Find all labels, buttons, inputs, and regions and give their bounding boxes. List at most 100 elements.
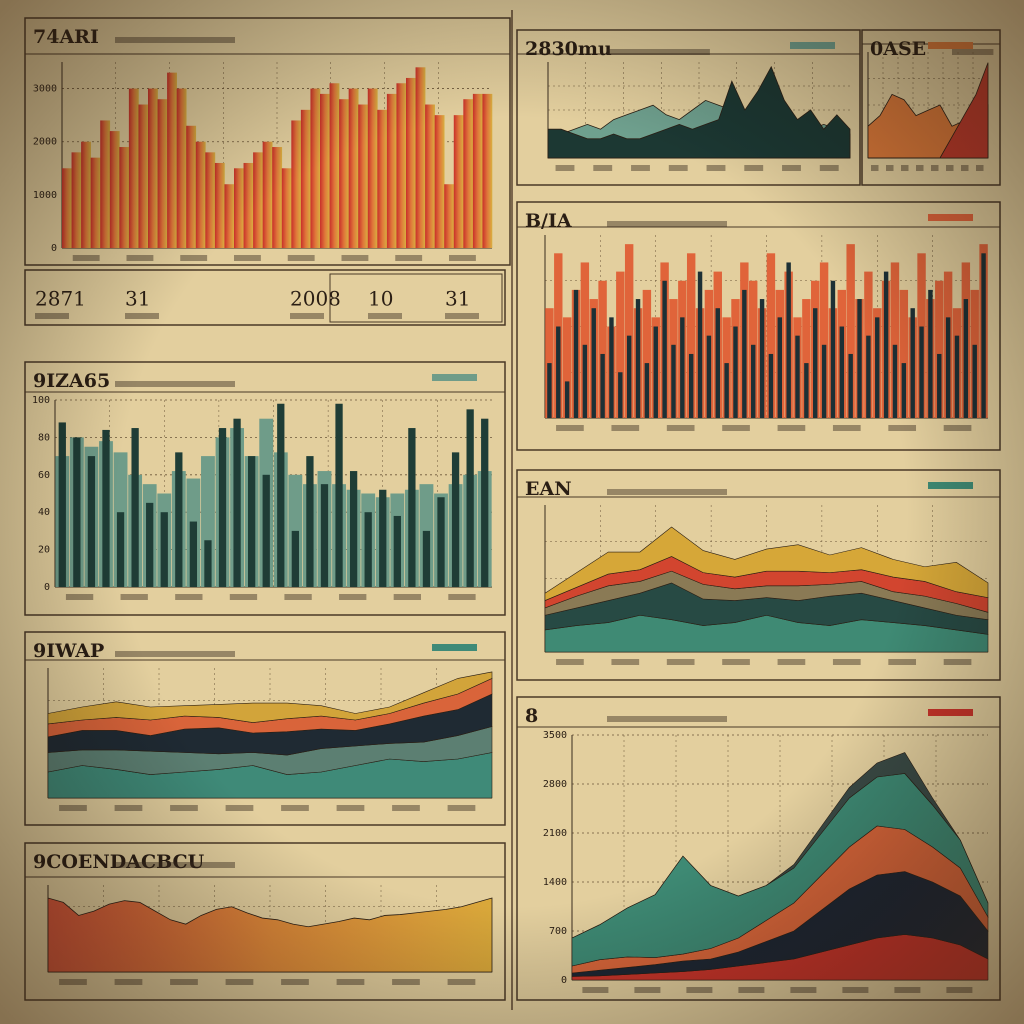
faded-text — [819, 165, 839, 171]
bar — [214, 162, 225, 248]
faded-text — [120, 594, 148, 600]
bar — [109, 131, 120, 248]
bar — [131, 428, 139, 587]
faded-text — [607, 221, 727, 227]
faded-text — [706, 165, 726, 171]
chart-title: 2830mu — [525, 38, 612, 60]
bar — [320, 93, 330, 248]
bar — [176, 88, 187, 248]
faded-text — [634, 987, 661, 993]
bar — [653, 326, 658, 418]
faded-text — [888, 425, 917, 431]
faded-text — [782, 165, 801, 171]
faded-text — [668, 165, 688, 171]
bar — [204, 540, 212, 587]
bar — [364, 512, 372, 587]
y-tick-label: 20 — [38, 545, 50, 556]
bar — [644, 363, 650, 418]
bar — [406, 77, 416, 248]
y-tick-label: 3500 — [543, 730, 567, 741]
bar — [262, 474, 270, 587]
bar — [777, 317, 783, 418]
bar — [281, 168, 292, 248]
bar — [591, 308, 596, 418]
bar — [786, 262, 791, 418]
faded-text — [59, 805, 87, 811]
faded-text — [607, 49, 710, 55]
faded-text — [777, 425, 806, 431]
bar — [218, 428, 227, 587]
bar — [234, 168, 244, 248]
bar — [408, 428, 416, 587]
faded-text — [339, 594, 367, 600]
stat-value: 2008 — [290, 287, 341, 311]
bar — [422, 530, 431, 587]
y-tick-label: 2000 — [33, 137, 57, 148]
bar — [62, 168, 72, 248]
bar — [750, 344, 756, 418]
faded-text — [449, 255, 476, 261]
faded-text — [395, 255, 423, 261]
bar — [901, 363, 907, 418]
faded-text — [115, 37, 235, 43]
faded-text — [790, 987, 817, 993]
bar — [358, 104, 369, 248]
bar — [883, 271, 889, 418]
faded-text — [738, 987, 765, 993]
faded-text — [832, 659, 861, 665]
bar — [90, 157, 101, 248]
faded-text — [287, 255, 315, 261]
faded-text — [894, 987, 921, 993]
faded-text — [115, 862, 235, 868]
bar — [335, 403, 343, 587]
y-tick-label: 100 — [32, 395, 50, 406]
y-tick-label: 700 — [549, 926, 567, 937]
bar — [310, 88, 321, 248]
bar — [300, 109, 311, 248]
bar — [437, 497, 445, 587]
legend-swatch — [790, 42, 835, 49]
faded-text — [392, 805, 420, 811]
bar — [233, 418, 241, 587]
bar — [425, 104, 435, 248]
faded-text — [448, 594, 476, 600]
bar — [892, 344, 898, 418]
faded-text — [170, 979, 198, 985]
bar — [759, 299, 765, 418]
bar — [609, 317, 614, 418]
faded-text — [281, 805, 309, 811]
faded-text — [290, 313, 324, 319]
y-tick-label: 0 — [51, 243, 57, 254]
bar — [564, 381, 570, 418]
faded-text — [888, 659, 917, 665]
bar — [148, 88, 158, 248]
bar — [396, 83, 407, 248]
faded-text — [114, 805, 143, 811]
faded-text — [556, 425, 584, 431]
bar — [671, 344, 676, 418]
faded-text — [722, 425, 750, 431]
bar — [320, 484, 329, 587]
faded-text — [175, 594, 203, 600]
chart-title: 0ASE — [870, 38, 926, 60]
faded-text — [611, 425, 640, 431]
bar — [73, 437, 81, 587]
chart-title: B/IA — [525, 210, 572, 232]
faded-text — [393, 594, 421, 600]
bar — [339, 99, 349, 248]
chart-title: 9IWAP — [33, 640, 104, 662]
faded-text — [555, 165, 575, 171]
faded-text — [886, 165, 894, 171]
bar — [697, 271, 703, 418]
bar — [472, 93, 483, 248]
faded-text — [943, 425, 972, 431]
bar — [857, 299, 862, 418]
bar — [348, 88, 359, 248]
bar — [573, 289, 579, 418]
bar — [937, 353, 942, 418]
faded-text — [115, 381, 235, 387]
bar — [742, 289, 747, 418]
faded-text — [607, 716, 727, 722]
faded-text — [447, 805, 476, 811]
